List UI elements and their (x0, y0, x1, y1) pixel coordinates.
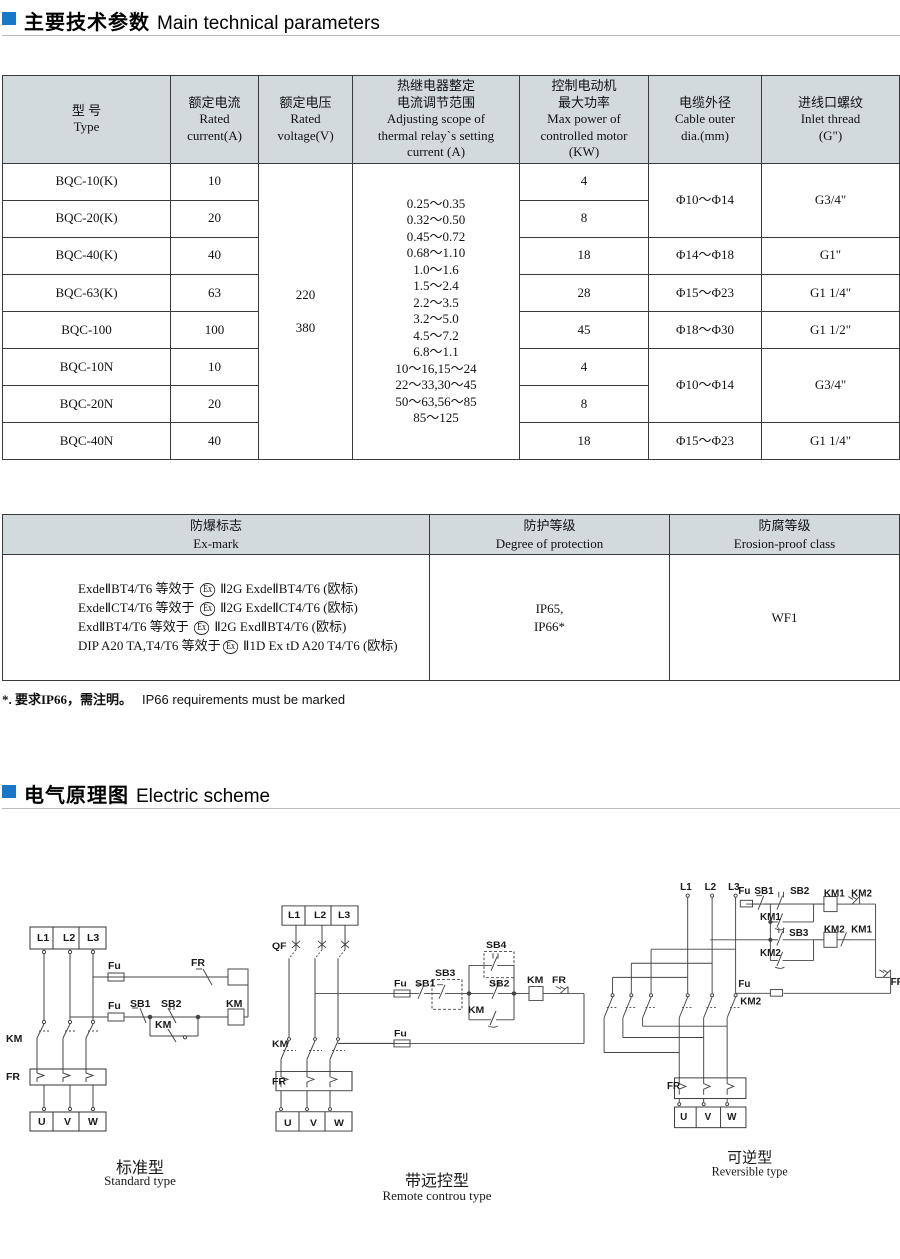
svg-text:KM: KM (272, 1040, 288, 1050)
svg-text:KM2: KM2 (760, 948, 781, 959)
svg-text:KM: KM (226, 998, 243, 1010)
svg-text:SB3: SB3 (789, 928, 809, 939)
svg-text:KM: KM (155, 1019, 172, 1031)
svg-text:L1: L1 (680, 882, 692, 893)
svg-text:Standard type: Standard type (104, 1173, 176, 1188)
svg-text:SB2: SB2 (489, 979, 510, 989)
svg-text:SB1: SB1 (130, 998, 151, 1010)
svg-text:KM1: KM1 (824, 889, 845, 900)
svg-text:Fu: Fu (108, 960, 121, 972)
svg-text:FR: FR (891, 977, 900, 988)
svg-text:KM1: KM1 (760, 912, 781, 923)
svg-text:SB1: SB1 (415, 979, 436, 989)
svg-text:SB3: SB3 (435, 969, 456, 979)
svg-text:FR: FR (6, 1071, 20, 1083)
svg-text:KM2: KM2 (740, 997, 761, 1008)
svg-text:KM: KM (468, 1006, 484, 1016)
svg-text:U: U (38, 1116, 46, 1128)
svg-text:FR: FR (552, 976, 566, 986)
svg-text:U: U (680, 1112, 687, 1123)
svg-text:W: W (727, 1112, 737, 1123)
svg-text:Fu: Fu (394, 979, 407, 989)
svg-text:Fu: Fu (394, 1029, 407, 1039)
svg-text:L1: L1 (288, 911, 301, 921)
svg-text:Fu: Fu (738, 886, 750, 897)
svg-text:SB2: SB2 (790, 886, 810, 897)
svg-text:KM: KM (6, 1033, 23, 1045)
svg-text:V: V (705, 1112, 712, 1123)
svg-text:W: W (88, 1116, 98, 1128)
svg-text:L2: L2 (705, 882, 717, 893)
svg-text:L3: L3 (87, 932, 99, 944)
svg-text:KM: KM (527, 976, 543, 986)
svg-text:Remote controu type: Remote controu type (382, 1188, 491, 1203)
svg-text:SB1: SB1 (754, 886, 774, 897)
svg-text:V: V (64, 1116, 71, 1128)
svg-text:W: W (334, 1119, 345, 1129)
svg-text:SB4: SB4 (486, 941, 507, 951)
svg-text:Fu: Fu (738, 979, 750, 990)
svg-text:L2: L2 (314, 911, 327, 921)
svg-text:FR: FR (191, 957, 205, 969)
svg-text:U: U (284, 1119, 292, 1129)
svg-text:FR: FR (272, 1078, 286, 1088)
svg-text:L2: L2 (63, 932, 75, 944)
svg-text:V: V (310, 1119, 317, 1129)
svg-text:Reversible type: Reversible type (712, 1165, 788, 1179)
svg-text:KM2: KM2 (851, 889, 872, 900)
svg-text:QF: QF (272, 942, 287, 952)
svg-text:KM1: KM1 (851, 925, 872, 936)
svg-text:L3: L3 (338, 911, 351, 921)
svg-text:SB2: SB2 (161, 998, 182, 1010)
svg-text:FR: FR (667, 1081, 680, 1092)
svg-text:KM2: KM2 (824, 925, 845, 936)
svg-text:Fu: Fu (108, 1000, 121, 1012)
svg-text:L1: L1 (37, 932, 49, 944)
